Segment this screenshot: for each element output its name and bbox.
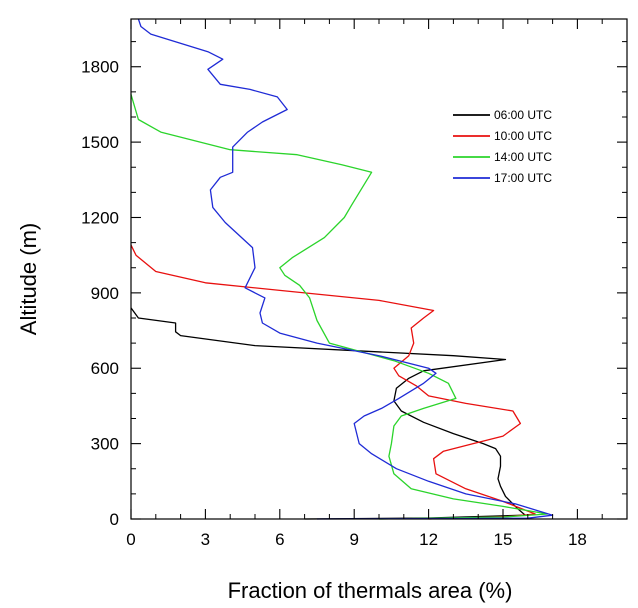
legend-label-0: 06:00 UTC [494,108,552,122]
y-tick-label: 900 [91,284,119,303]
y-tick-label: 1200 [81,208,119,227]
y-axis-title: Altitude (m) [16,223,41,335]
y-tick-label: 1500 [81,133,119,152]
series-layer [130,18,554,520]
y-tick-label: 300 [91,435,119,454]
y-tick-label: 600 [91,359,119,378]
series-line-2 [130,94,549,520]
axes-layer [130,18,628,520]
plot-frame [130,18,628,520]
y-tick-label: 0 [110,510,119,529]
x-tick-label: 6 [275,530,284,549]
legend-label-2: 14:00 UTC [494,150,552,164]
x-tick-label: 3 [201,530,210,549]
legend: 06:00 UTC 10:00 UTC 14:00 UTC 17:00 UTC [453,108,552,185]
x-tick-label: 15 [494,530,513,549]
labels-layer: 0 3 6 9 12 15 18 0 300 600 900 1200 1500 1800 [81,58,587,549]
series-line-0 [130,307,526,520]
series-line-3 [137,18,554,520]
x-axis-title: Fraction of thermals area (%) [228,578,513,603]
x-tick-label: 18 [568,530,587,549]
x-tick-label: 12 [419,530,438,549]
x-tick-label: 0 [126,530,135,549]
y-tick-label: 1800 [81,58,119,77]
x-tick-label: 9 [349,530,358,549]
series-line-1 [130,244,536,520]
legend-label-3: 17:00 UTC [494,171,552,185]
legend-label-1: 10:00 UTC [494,129,552,143]
